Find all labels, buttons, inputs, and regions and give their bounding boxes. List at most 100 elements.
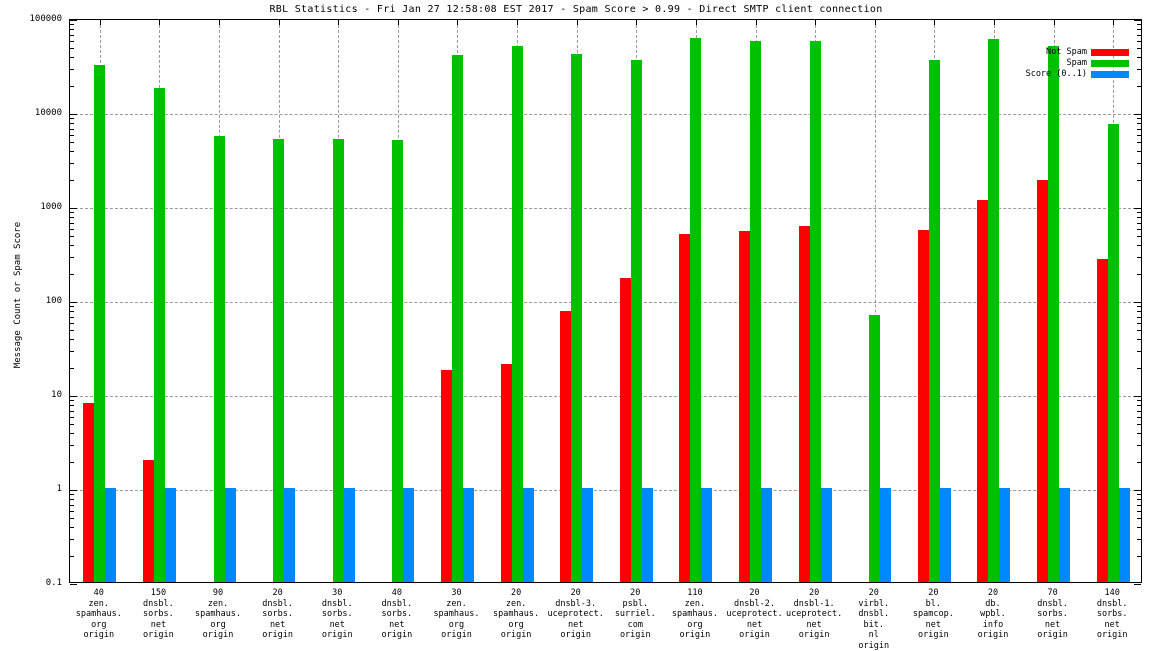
y-axis-tick-minor — [70, 163, 74, 164]
x-axis-tick-label-line: origin — [829, 641, 919, 651]
y-axis-tick-minor — [70, 135, 74, 136]
y-axis-tick-minor — [70, 129, 74, 130]
y-axis-tick-minor — [70, 368, 74, 369]
y-axis-tick-minor — [1137, 306, 1141, 307]
y-axis-tick-minor — [1137, 400, 1141, 401]
bar-not-spam — [501, 364, 512, 582]
x-axis-tick-label-line: sorbs. — [1067, 609, 1152, 620]
y-axis-tick-minor — [70, 494, 74, 495]
y-axis-tick-minor — [70, 511, 74, 512]
legend-color-swatch — [1091, 71, 1129, 78]
y-axis-tick-major — [70, 490, 77, 491]
y-axis-tick-minor — [1137, 142, 1141, 143]
y-axis-tick-minor — [1137, 69, 1141, 70]
y-axis-tick-minor — [70, 229, 74, 230]
bar-not-spam — [739, 231, 750, 582]
y-axis-tick-minor — [1137, 433, 1141, 434]
bar-score — [105, 488, 116, 582]
y-axis-tick-major — [1134, 584, 1141, 585]
bar-spam — [512, 46, 523, 583]
y-axis-tick-minor — [1137, 180, 1141, 181]
x-axis-tick — [517, 20, 518, 25]
bar-not-spam — [620, 278, 631, 582]
legend-label: Spam — [1067, 58, 1087, 69]
y-axis-tick-minor — [70, 311, 74, 312]
bar-score — [284, 488, 295, 582]
y-axis-tick-label: 1 — [0, 485, 62, 494]
y-axis-tick-major — [70, 208, 77, 209]
bar-spam — [1048, 46, 1059, 582]
y-axis-tick-minor — [70, 539, 74, 540]
y-axis-tick-major — [70, 396, 77, 397]
y-axis-tick-minor — [1137, 323, 1141, 324]
bar-spam — [750, 41, 761, 582]
y-axis-tick-major — [1134, 490, 1141, 491]
y-axis-tick-minor — [70, 217, 74, 218]
y-axis-tick-minor — [1137, 229, 1141, 230]
y-axis-tick-minor — [1137, 86, 1141, 87]
x-axis-tick — [457, 20, 458, 25]
bar-spam — [214, 136, 225, 582]
x-axis-tick — [696, 20, 697, 25]
bar-spam — [154, 88, 165, 582]
bar-not-spam — [143, 460, 154, 582]
bar-score — [1119, 488, 1130, 582]
bar-score — [701, 488, 712, 582]
y-axis-tick-minor — [1137, 212, 1141, 213]
y-axis-tick-major — [70, 584, 77, 585]
y-axis-tick-minor — [1137, 556, 1141, 557]
y-axis-tick-minor — [70, 518, 74, 519]
y-axis-tick-minor — [70, 274, 74, 275]
x-axis-tick — [815, 20, 816, 25]
bar-spam — [452, 55, 463, 582]
y-axis-tick-minor — [70, 417, 74, 418]
y-axis-tick-minor — [1137, 41, 1141, 42]
x-axis-tick — [279, 20, 280, 25]
y-axis-tick-minor — [70, 445, 74, 446]
y-axis-tick-major — [1134, 208, 1141, 209]
x-axis-tick — [934, 20, 935, 25]
y-axis-tick-minor — [70, 317, 74, 318]
y-axis-tick-minor — [1137, 24, 1141, 25]
x-axis-tick — [219, 20, 220, 25]
bar-score — [463, 488, 474, 582]
y-axis-tick-major — [1134, 302, 1141, 303]
y-axis-tick-minor — [1137, 57, 1141, 58]
y-axis-tick-minor — [70, 29, 74, 30]
y-axis-tick-minor — [70, 151, 74, 152]
y-axis-tick-minor — [1137, 274, 1141, 275]
y-axis-tick-minor — [70, 24, 74, 25]
y-axis-tick-minor — [1137, 417, 1141, 418]
y-axis-tick-minor — [1137, 129, 1141, 130]
x-axis-tick — [159, 20, 160, 25]
y-axis-tick-minor — [1137, 368, 1141, 369]
y-axis-tick-minor — [70, 527, 74, 528]
x-axis-tick-label-line: 140 — [1067, 588, 1152, 599]
legend-color-swatch — [1091, 60, 1129, 67]
y-axis-tick-minor — [70, 499, 74, 500]
y-axis-tick-minor — [1137, 236, 1141, 237]
y-axis-tick-minor — [1137, 411, 1141, 412]
bar-score — [821, 488, 832, 582]
y-axis-tick-minor — [1137, 223, 1141, 224]
y-axis-tick-minor — [1137, 462, 1141, 463]
y-axis-tick-minor — [1137, 311, 1141, 312]
y-axis-tick-minor — [1137, 405, 1141, 406]
y-axis-tick-major — [1134, 114, 1141, 115]
y-axis-tick-minor — [1137, 518, 1141, 519]
bar-score — [642, 488, 653, 582]
y-axis-tick-minor — [70, 323, 74, 324]
y-axis-tick-major — [70, 114, 77, 115]
bar-spam — [392, 140, 403, 583]
legend-label: Score (0..1) — [1026, 69, 1087, 80]
y-axis-tick-minor — [70, 257, 74, 258]
bar-score — [1059, 488, 1070, 582]
y-axis-tick-minor — [70, 462, 74, 463]
y-axis-tick-minor — [70, 411, 74, 412]
x-axis-tick — [994, 20, 995, 25]
y-axis-tick-minor — [70, 505, 74, 506]
bar-not-spam — [560, 311, 571, 582]
y-axis-tick-minor — [1137, 135, 1141, 136]
